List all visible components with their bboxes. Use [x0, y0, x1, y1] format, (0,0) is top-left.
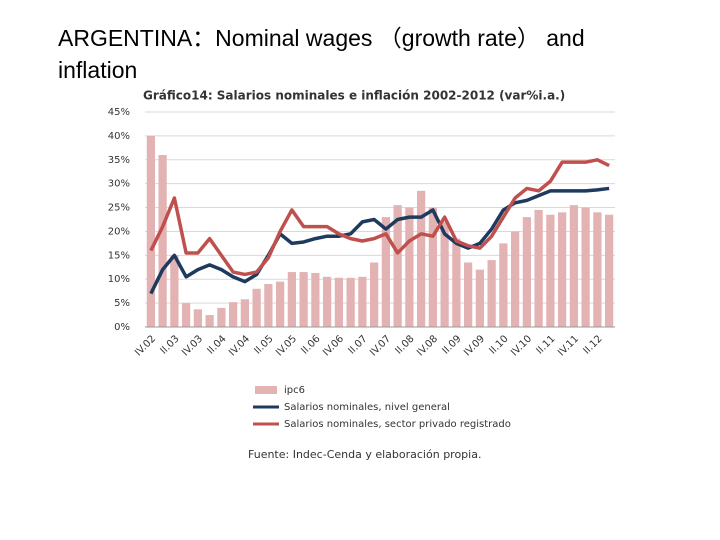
bar: [417, 190, 426, 327]
bar: [146, 135, 155, 327]
y-tick-label: 5%: [114, 298, 130, 309]
x-tick-label: II.06: [299, 333, 322, 356]
x-tick-label: IV.10: [509, 333, 534, 358]
bar: [593, 212, 602, 327]
x-tick-label: IV.02: [133, 333, 158, 358]
bar: [240, 299, 249, 327]
bar: [370, 262, 379, 327]
y-tick-label: 35%: [108, 155, 130, 166]
y-tick-label: 15%: [108, 250, 130, 261]
source-note: Fuente: Indec-Cenda y elaboración propia…: [248, 448, 481, 461]
bar: [405, 207, 414, 327]
x-tick-label: IV.09: [462, 333, 487, 358]
bar: [346, 277, 355, 327]
bar: [334, 277, 343, 327]
x-tick-label: IV.04: [227, 333, 252, 358]
bar: [487, 260, 496, 327]
line: [149, 186, 610, 295]
legend-label: Salarios nominales, nivel general: [284, 402, 450, 413]
bar: [452, 238, 461, 327]
bar: [323, 276, 332, 327]
bar: [464, 262, 473, 327]
bar: [569, 205, 578, 327]
bar: [311, 273, 320, 327]
bar: [428, 207, 437, 327]
bar: [393, 205, 402, 327]
bar: [205, 315, 214, 327]
slide-title: ARGENTINA：Nominal wages （growth rate） an…: [58, 25, 585, 83]
legend-label: ipc6: [284, 385, 305, 396]
x-tick-label: II.11: [534, 333, 557, 356]
x-tick-label: IV.05: [274, 333, 299, 358]
bar: [605, 214, 614, 327]
bar: [511, 231, 520, 327]
bar: [358, 276, 367, 327]
x-tick-label: IV.06: [321, 333, 346, 358]
bar: [182, 303, 191, 327]
bar: [299, 272, 308, 327]
y-tick-label: 40%: [108, 131, 130, 142]
x-tick-label: II.12: [581, 333, 604, 356]
bar: [546, 214, 555, 327]
x-tick-label: II.05: [252, 333, 275, 356]
chart-title: Gráfico14: Salarios nominales e inflació…: [143, 89, 565, 103]
bar: [475, 269, 484, 327]
bar: [217, 307, 226, 327]
bar: [158, 155, 167, 327]
x-tick-label: II.04: [205, 333, 228, 356]
bar: [229, 302, 238, 327]
bar: [534, 209, 543, 327]
bar: [276, 281, 285, 327]
bar: [287, 272, 296, 327]
line: [149, 158, 610, 277]
x-tick-label: IV.03: [180, 333, 205, 358]
legend-label: Salarios nominales, sector privado regis…: [284, 419, 511, 430]
bar: [522, 217, 531, 327]
bar: [581, 207, 590, 327]
y-tick-label: 45%: [108, 107, 130, 118]
bar: [381, 217, 390, 327]
x-tick-label: IV.07: [368, 333, 393, 358]
y-tick-label: 20%: [108, 226, 130, 237]
x-tick-label: II.03: [158, 333, 181, 356]
bar: [558, 212, 567, 327]
x-tick-label: IV.11: [556, 333, 581, 358]
x-tick-label: II.08: [393, 333, 416, 356]
y-tick-label: 30%: [108, 179, 130, 190]
bar: [193, 309, 202, 327]
bar: [170, 255, 179, 327]
x-tick-label: II.09: [440, 333, 463, 356]
x-tick-label: II.07: [346, 333, 369, 356]
bar: [440, 221, 449, 327]
bar: [252, 288, 261, 327]
legend-swatch: [255, 386, 277, 394]
bar: [499, 243, 508, 327]
bar: [264, 284, 273, 327]
y-tick-label: 0%: [114, 322, 130, 333]
x-tick-label: IV.08: [415, 333, 440, 358]
y-tick-label: 25%: [108, 203, 130, 214]
y-tick-label: 10%: [108, 274, 130, 285]
x-tick-label: II.10: [487, 333, 510, 356]
